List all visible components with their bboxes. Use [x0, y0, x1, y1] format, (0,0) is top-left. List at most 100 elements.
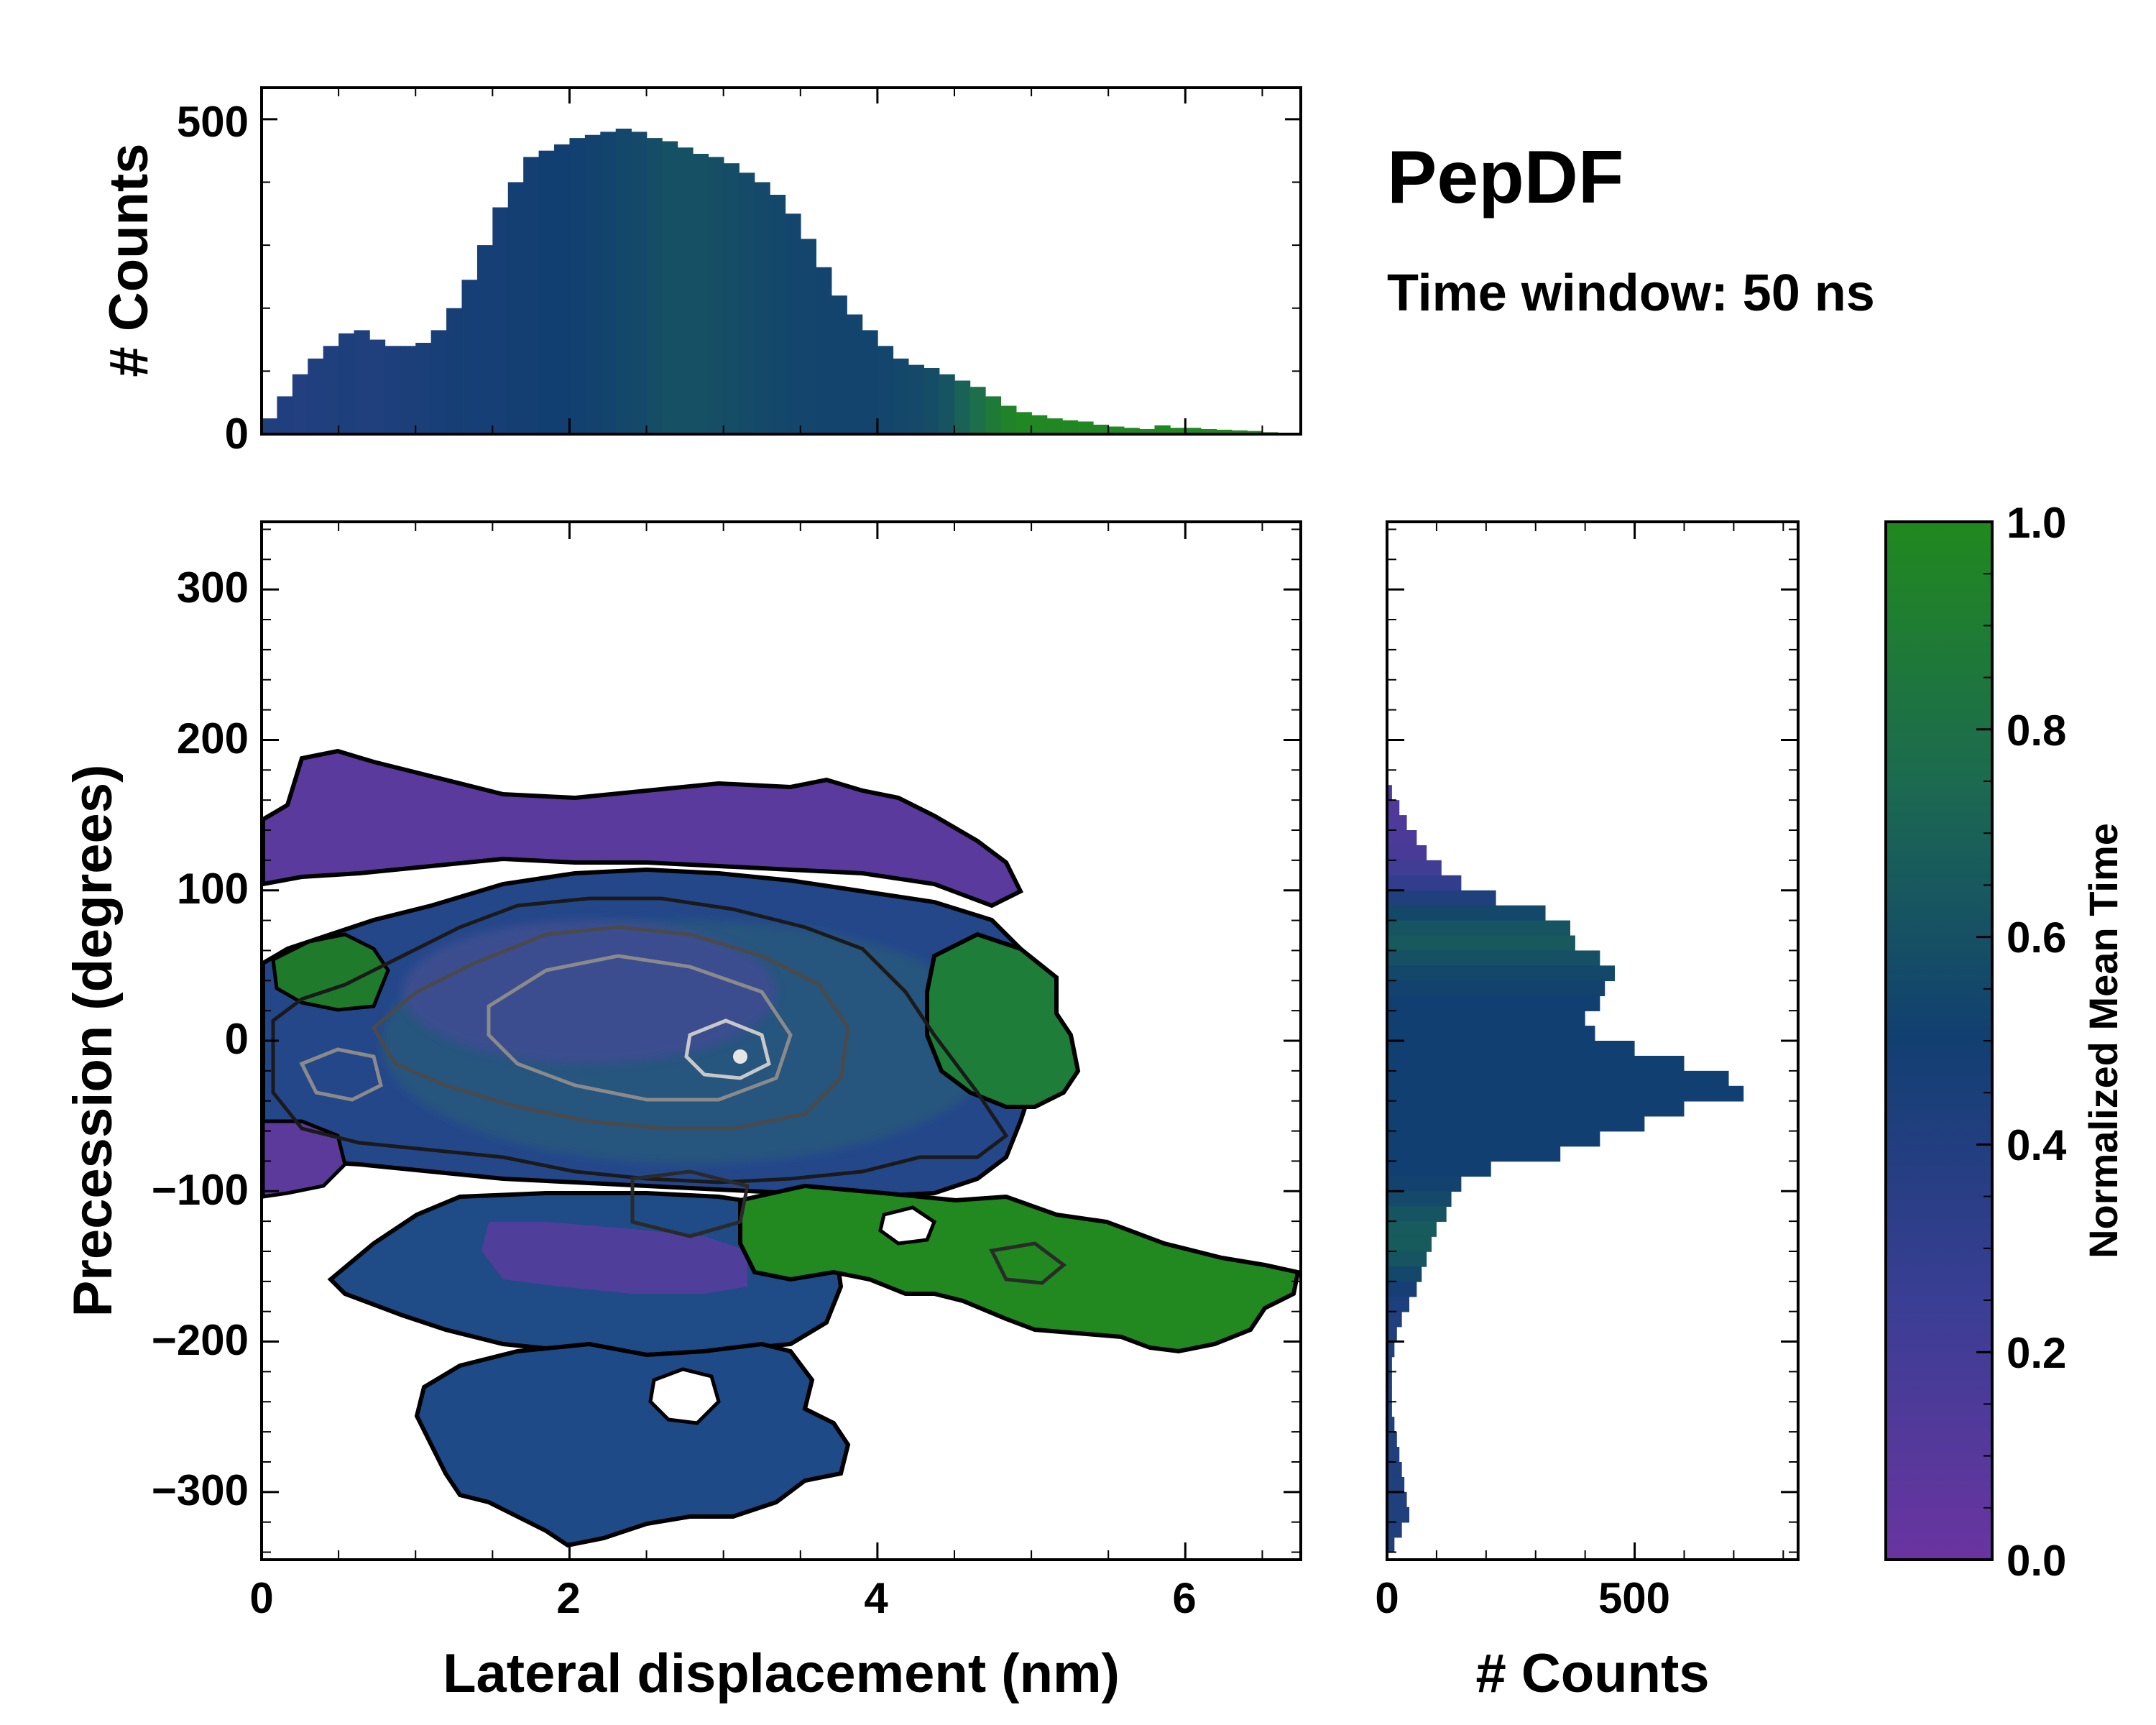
right-hist-bar	[1387, 1085, 1744, 1102]
right-hist-bar	[1387, 965, 1616, 982]
top-histogram-bars	[262, 128, 1279, 435]
right-xtick-0: 0	[1375, 1574, 1399, 1622]
top-hist-bar	[1154, 425, 1171, 434]
cbar-tick-0.8: 0.8	[2007, 707, 2066, 755]
region-bottom-blue-lobe	[414, 1341, 851, 1548]
top-hist-bar	[954, 380, 971, 434]
contour-core	[684, 1018, 771, 1080]
top-hist-bar	[338, 333, 355, 434]
main-xlabel: Lateral displacement (nm)	[443, 1643, 1120, 1704]
top-hist-bar	[708, 157, 724, 434]
top-hist-bar	[739, 172, 755, 435]
top-hist-bar	[400, 346, 417, 434]
right-hist-bar	[1387, 1026, 1595, 1041]
top-histogram: 0 500 # Counts	[98, 86, 1302, 458]
top-hist-bar	[800, 239, 816, 434]
right-hist-bar	[1387, 1266, 1422, 1282]
right-hist-bar	[1387, 1356, 1392, 1373]
top-hist-bar	[538, 150, 555, 435]
right-hist-bar	[1387, 890, 1496, 906]
right-hist-bar	[1387, 1221, 1437, 1237]
top-hist-bar	[1247, 431, 1263, 434]
top-hist-bar	[1200, 428, 1217, 434]
region-bottom-hole	[648, 1367, 721, 1425]
right-hist-bar	[1387, 1236, 1432, 1252]
right-hist-bar	[1387, 860, 1442, 876]
top-hist-bar	[323, 346, 339, 434]
right-hist-bar	[1387, 1296, 1410, 1312]
right-hist-bar	[1387, 815, 1407, 831]
right-hist-bar	[1387, 1311, 1402, 1328]
top-hist-bar	[569, 138, 586, 435]
right-hist-bar	[1387, 950, 1600, 967]
density-peak-marker	[733, 1049, 747, 1064]
top-hist-bar	[384, 346, 401, 434]
time-window-label: Time window: 50 ns	[1387, 264, 1875, 322]
cbar-tick-1.0: 1.0	[2007, 499, 2066, 547]
right-histogram: 0 500 # Counts	[1375, 520, 1800, 1704]
right-hist-bar	[1387, 1146, 1561, 1162]
density-regions	[262, 748, 1301, 1548]
main-xtick-2: 2	[556, 1574, 580, 1622]
right-xlabel: # Counts	[1475, 1643, 1709, 1704]
top-hist-bar	[1231, 430, 1248, 434]
top-hist-bar	[1123, 428, 1140, 434]
main-xtick-6: 6	[1172, 1574, 1196, 1622]
contour-left	[299, 1047, 383, 1102]
top-hist-bar	[785, 213, 801, 434]
right-hist-bar	[1387, 995, 1600, 1011]
top-ytick-500: 500	[177, 98, 249, 146]
top-hist-bar	[893, 358, 909, 434]
right-hist-bar	[1387, 1041, 1635, 1057]
top-hist-bar	[754, 182, 770, 435]
contour-lower	[630, 1169, 750, 1238]
right-hist-bar	[1387, 830, 1417, 846]
main-ytick-200: 200	[177, 714, 249, 763]
top-hist-bar	[862, 330, 878, 434]
contour-inner	[487, 954, 793, 1102]
right-hist-bar	[1387, 1461, 1402, 1478]
right-hist-bar	[1387, 905, 1546, 921]
top-hist-bar	[584, 134, 602, 434]
right-hist-bar	[1387, 1206, 1447, 1222]
top-hist-bar	[308, 358, 324, 434]
colorbar-label: Normalized Mean Time	[2081, 823, 2126, 1259]
top-ytick-0: 0	[225, 410, 249, 458]
right-hist-bar	[1387, 920, 1570, 937]
top-hist-bar	[692, 154, 709, 434]
top-hist-bar	[277, 396, 293, 434]
right-hist-bar	[1387, 1506, 1410, 1523]
right-hist-bar	[1387, 1417, 1395, 1432]
region-mid-hole	[878, 1205, 937, 1246]
right-hist-bar	[1387, 845, 1427, 861]
top-hist-bar	[939, 374, 955, 434]
top-hist-bar	[969, 387, 986, 434]
top-hist-bar	[646, 138, 663, 435]
right-hist-bar	[1387, 785, 1392, 801]
top-histogram-frame	[260, 86, 1302, 436]
top-hist-bar	[1185, 428, 1202, 434]
top-hist-bar	[1169, 428, 1187, 434]
region-upper-left-pocket	[271, 932, 390, 1012]
right-hist-bar	[1387, 980, 1606, 997]
top-hist-bar	[1061, 420, 1079, 434]
top-hist-bar	[1000, 405, 1017, 434]
top-hist-bar	[1031, 415, 1048, 434]
right-hist-bar	[1387, 1447, 1400, 1463]
right-hist-bar	[1387, 1432, 1397, 1448]
right-hist-bar	[1387, 1281, 1417, 1297]
main-ytick-100: 100	[177, 865, 249, 913]
colorbar-ticks	[1976, 520, 1992, 1561]
contour-mid	[371, 925, 850, 1131]
right-hist-bar	[1387, 1116, 1645, 1132]
main-ytick-neg100: −100	[152, 1166, 249, 1214]
top-hist-bar	[831, 295, 847, 434]
right-hist-bar	[1387, 1386, 1392, 1403]
cbar-tick-0.0: 0.0	[2007, 1537, 2066, 1585]
main-plot-ticks	[262, 522, 1301, 1560]
top-hist-bar	[430, 330, 447, 434]
top-hist-bar	[523, 157, 540, 434]
top-hist-bar	[600, 132, 617, 434]
main-xtick-0: 0	[249, 1574, 273, 1622]
